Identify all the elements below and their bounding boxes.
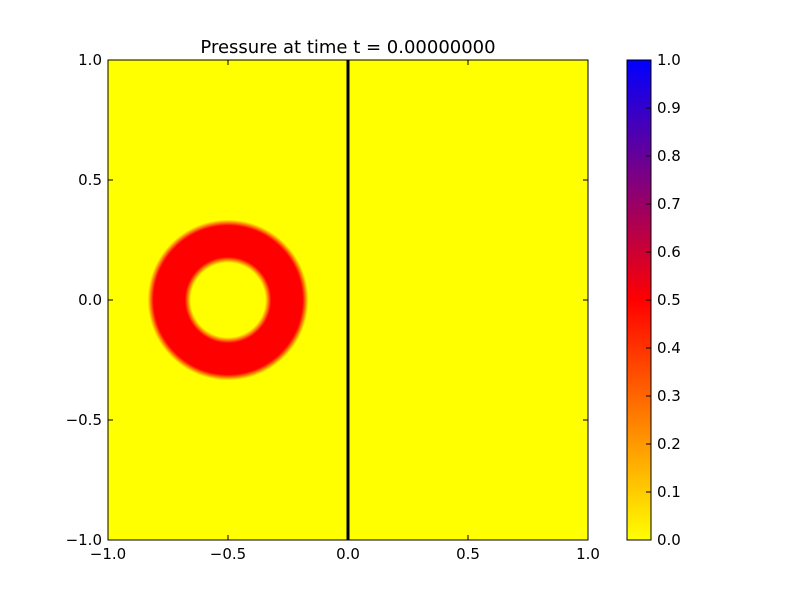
y-tick-label: 0.0 [78, 291, 102, 309]
x-axis: −1.0 −0.5 0.0 0.5 1.0 [90, 60, 600, 563]
colorbar-tick-label: 1.0 [657, 51, 681, 69]
colorbar-tick-label: 0.0 [657, 531, 681, 549]
colorbar-tick-label: 0.1 [657, 483, 681, 501]
colorbar-ticks: 0.0 0.1 0.2 0.3 0.4 0.5 0.6 0.7 0.8 0.9 1.0 [646, 51, 681, 549]
y-tick-label: 1.0 [78, 51, 102, 69]
colorbar-tick-label: 0.4 [657, 339, 681, 357]
y-tick-label: −0.5 [66, 411, 102, 429]
colorbar: 0.0 0.1 0.2 0.3 0.4 0.5 0.6 0.7 0.8 0.9 1.0 [626, 51, 681, 549]
x-tick-label: −0.5 [210, 545, 246, 563]
x-tick-label: 1.0 [576, 545, 600, 563]
x-tick-label: 0.0 [336, 545, 360, 563]
y-tick-label: −1.0 [66, 531, 102, 549]
x-tick-label: 0.5 [456, 545, 480, 563]
colorbar-tick-label: 0.2 [657, 435, 681, 453]
colorbar-tick-label: 0.9 [657, 99, 681, 117]
colorbar-tick-label: 0.5 [657, 291, 681, 309]
colorbar-tick-label: 0.7 [657, 195, 681, 213]
colorbar-tick-label: 0.6 [657, 243, 681, 261]
colorbar-tick-label: 0.8 [657, 147, 681, 165]
plot-area: −1.0 −0.5 0.0 0.5 1.0 −1.0 −0.5 0.0 0.5 1.0 [66, 51, 600, 563]
colorbar-tick-label: 0.3 [657, 387, 681, 405]
y-tick-label: 0.5 [78, 171, 102, 189]
y-axis: −1.0 −0.5 0.0 0.5 1.0 [66, 51, 588, 549]
pressure-ring [147, 219, 309, 381]
x-tick-label: −1.0 [90, 545, 126, 563]
chart-title: Pressure at time t = 0.00000000 [200, 37, 495, 58]
